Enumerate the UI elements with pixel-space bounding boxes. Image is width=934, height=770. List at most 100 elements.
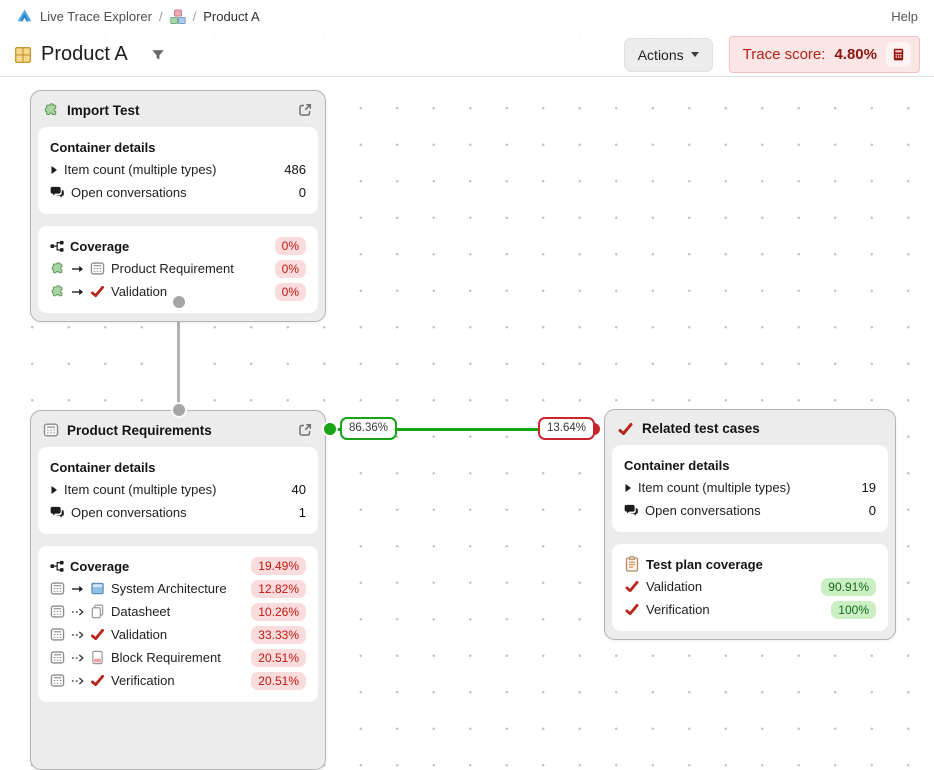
section-title: Container details: [50, 459, 156, 475]
coverage-row-label: Verification: [111, 673, 175, 688]
conversations-row[interactable]: Open conversations 1: [50, 501, 306, 524]
arrow-right-icon: [71, 287, 84, 297]
coverage-total-badge: 19.49%: [251, 557, 306, 575]
coverage-row[interactable]: Validation 33.33%: [50, 623, 306, 646]
node-title: Related test cases: [642, 421, 760, 436]
puzzle-icon: [50, 284, 65, 299]
conversations-row[interactable]: Open conversations 0: [624, 499, 876, 522]
conversations-row[interactable]: Open conversations 0: [50, 181, 306, 204]
datasheet-copy-icon: [90, 604, 105, 619]
coverage-branch-icon: [50, 560, 64, 573]
coverage-row-label: Verification: [646, 602, 710, 617]
coverage-row[interactable]: System Architecture 12.82%: [50, 577, 306, 600]
edge-endpoint-gray-top[interactable]: [173, 296, 185, 308]
breadcrumb-app-name[interactable]: Live Trace Explorer: [40, 9, 152, 24]
coverage-row[interactable]: Validation 0%: [50, 280, 306, 303]
item-count-label: Item count (multiple types): [638, 480, 791, 495]
external-link-icon[interactable]: [297, 422, 313, 438]
puzzle-icon: [50, 261, 65, 276]
breadcrumb-separator: /: [159, 9, 163, 24]
coverage-branch-icon: [50, 240, 64, 253]
caret-right-icon[interactable]: [50, 485, 58, 495]
item-count-label: Item count (multiple types): [64, 162, 217, 177]
edge-target-coverage-label[interactable]: 13.64%: [538, 417, 596, 440]
requirement-form-icon: [50, 604, 65, 619]
puzzle-icon: [43, 102, 59, 118]
requirement-form-icon: [50, 581, 65, 596]
chat-bubbles-icon: [50, 506, 65, 519]
coverage-row-label: Validation: [111, 284, 168, 299]
coverage-row[interactable]: Verification 100%: [624, 598, 876, 621]
app-logo-icon: [16, 8, 33, 25]
requirement-form-icon: [50, 650, 65, 665]
coverage-row[interactable]: Datasheet 10.26%: [50, 600, 306, 623]
coverage-row-label: Datasheet: [111, 604, 171, 619]
calculator-icon[interactable]: [886, 42, 911, 67]
chevron-down-icon: [690, 52, 699, 57]
check-icon: [624, 603, 640, 616]
conversations-value: 1: [298, 505, 306, 520]
arrow-right-icon: [71, 584, 84, 594]
requirement-form-icon: [50, 673, 65, 688]
requirement-form-icon: [50, 627, 65, 642]
caret-right-icon[interactable]: [50, 165, 58, 175]
node-title: Import Test: [67, 102, 140, 118]
conversations-value: 0: [868, 503, 876, 518]
item-count-value: 40: [291, 482, 306, 497]
coverage-row[interactable]: Block Requirement 20.51%: [50, 646, 306, 669]
test-plan-coverage-title: Test plan coverage: [646, 556, 763, 572]
coverage-row-badge: 20.51%: [251, 648, 306, 667]
clipboard-icon: [624, 556, 640, 572]
arrow-right-icon: [71, 264, 84, 274]
coverage-row-label: Product Requirement: [111, 261, 234, 276]
edge-source-coverage-label[interactable]: 86.36%: [340, 417, 398, 440]
conversations-value: 0: [298, 185, 306, 200]
edge-endpoint-gray-bottom[interactable]: [173, 404, 185, 416]
coverage-row[interactable]: Verification 20.51%: [50, 669, 306, 692]
coverage-row-label: Block Requirement: [111, 650, 221, 665]
check-icon: [90, 285, 105, 298]
coverage-row-label: System Architecture: [111, 581, 227, 596]
caret-right-icon[interactable]: [624, 483, 632, 493]
trace-score-value: 4.80%: [834, 46, 877, 63]
node-product-requirements[interactable]: Product Requirements Container details I…: [30, 410, 326, 770]
product-blocks-icon[interactable]: [169, 9, 186, 25]
arrow-right-dashed-icon: [71, 630, 84, 640]
node-import-test[interactable]: Import Test Container details Item count…: [30, 90, 326, 322]
filter-icon[interactable]: [150, 47, 166, 63]
coverage-panel: Coverage 19.49% System Architecture 12.8…: [38, 546, 318, 702]
conversations-label: Open conversations: [645, 503, 761, 518]
arrow-right-dashed-icon: [71, 653, 84, 663]
coverage-title: Coverage: [70, 558, 130, 574]
item-count-value: 19: [861, 480, 876, 495]
help-link[interactable]: Help: [891, 9, 918, 24]
item-count-row[interactable]: Item count (multiple types) 40: [50, 478, 306, 501]
coverage-row-badge: 20.51%: [251, 671, 306, 690]
test-plan-coverage-panel: Test plan coverage Validation 90.91% Ver…: [612, 544, 888, 631]
arrow-right-dashed-icon: [71, 607, 84, 617]
actions-button-label: Actions: [637, 46, 684, 63]
coverage-row-badge: 12.82%: [251, 579, 306, 598]
coverage-row-badge: 10.26%: [251, 602, 306, 621]
coverage-row-label: Validation: [111, 627, 168, 642]
conversations-label: Open conversations: [71, 505, 187, 520]
coverage-row[interactable]: Validation 90.91%: [624, 575, 876, 598]
check-icon: [90, 628, 105, 641]
arrow-right-dashed-icon: [71, 676, 84, 686]
item-count-row[interactable]: Item count (multiple types) 19: [624, 476, 876, 499]
coverage-row-badge: 33.33%: [251, 625, 306, 644]
trace-canvas[interactable]: 86.36% 13.64% Import Test Container deta…: [0, 78, 934, 770]
node-related-test-cases[interactable]: Related test cases Container details Ite…: [604, 409, 896, 640]
coverage-row-badge: 100%: [831, 600, 876, 619]
external-link-icon[interactable]: [297, 102, 313, 118]
edge-endpoint-green[interactable]: [324, 423, 336, 435]
breadcrumb: Live Trace Explorer / / Product A: [16, 8, 260, 25]
item-count-value: 486: [284, 162, 306, 177]
item-count-row[interactable]: Item count (multiple types) 486: [50, 158, 306, 181]
check-icon: [90, 674, 105, 687]
actions-button[interactable]: Actions: [623, 37, 713, 72]
trace-score-badge[interactable]: Trace score: 4.80%: [728, 36, 920, 73]
coverage-row[interactable]: Product Requirement 0%: [50, 257, 306, 280]
breadcrumb-current[interactable]: Product A: [203, 9, 260, 24]
top-bar: Live Trace Explorer / / Product A Help: [0, 0, 934, 33]
